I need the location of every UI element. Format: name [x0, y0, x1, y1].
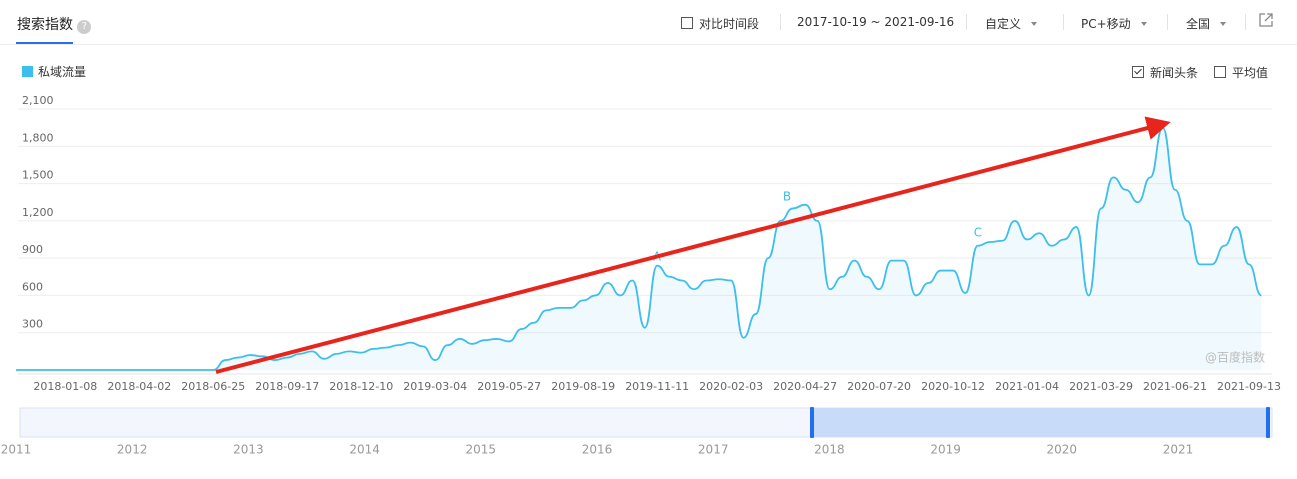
overview-selection	[812, 408, 1268, 437]
average-label: 平均值	[1232, 66, 1269, 80]
overview-year: 2021	[1163, 443, 1194, 457]
x-tick-label: 2019-08-19	[551, 380, 615, 393]
compare-label: 对比时间段	[699, 17, 760, 31]
separator	[1167, 14, 1168, 30]
x-tick-label: 2021-01-04	[995, 380, 1059, 393]
y-tick-label: 1,200	[22, 206, 54, 219]
compare-checkbox[interactable]: 对比时间段	[681, 15, 759, 32]
news-checkbox[interactable]: 新闻头条	[1132, 64, 1198, 81]
x-tick-label: 2018-12-10	[329, 380, 393, 393]
brush-handle	[810, 407, 814, 438]
separator	[1245, 14, 1246, 30]
separator	[780, 14, 781, 30]
overview-year: 2016	[582, 443, 613, 457]
x-tick-label: 2020-02-03	[699, 380, 763, 393]
area	[16, 127, 1262, 371]
tab[interactable]: 搜索指数 ?	[17, 14, 92, 34]
overview-year: 2013	[233, 443, 264, 457]
x-tick-label: 2020-04-27	[773, 380, 837, 393]
x-tick-label: 2019-11-11	[625, 380, 689, 393]
export-icon[interactable]	[1259, 13, 1273, 27]
legend: 私域流量	[22, 63, 86, 80]
overview-year: 2020	[1047, 443, 1078, 457]
divider	[0, 44, 1297, 45]
news-label: 新闻头条	[1150, 66, 1199, 80]
help-icon[interactable]: ?	[77, 20, 92, 34]
watermark: @百度指数	[1205, 350, 1265, 365]
x-tick-label: 2020-10-12	[921, 380, 985, 393]
x-tick-label: 2021-09-13	[1217, 380, 1281, 393]
y-tick-label: 1,800	[22, 131, 54, 144]
overview-year: 2017	[698, 443, 729, 457]
custom-dropdown[interactable]: 自定义	[985, 15, 1038, 32]
y-tick-label: 300	[22, 318, 43, 331]
average-checkbox[interactable]: 平均值	[1214, 64, 1268, 81]
custom-label: 自定义	[985, 17, 1022, 31]
x-tick-label: 2018-04-02	[107, 380, 171, 393]
x-tick-label: 2019-03-04	[403, 380, 467, 393]
tab-underline	[16, 42, 73, 44]
x-tick-label: 2020-07-20	[847, 380, 911, 393]
overview-year: 2019	[930, 443, 961, 457]
y-tick-label: 1,500	[22, 169, 54, 182]
legend-swatch	[22, 66, 33, 77]
y-tick-label: 600	[22, 280, 43, 293]
x-tick-label: 2018-01-08	[33, 380, 97, 393]
device-dropdown[interactable]: PC+移动	[1081, 15, 1147, 32]
region-label: 全国	[1186, 17, 1211, 31]
y-tick-label: 900	[22, 243, 43, 256]
y-tick-label: 2,100	[22, 94, 54, 107]
overview-year: 2015	[466, 443, 497, 457]
annotation: B	[783, 190, 791, 204]
date-range[interactable]: 2017-10-19 ~ 2021-09-16	[797, 15, 955, 29]
x-tick-label: 2021-06-21	[1143, 380, 1207, 393]
x-tick-label: 2021-03-29	[1069, 380, 1133, 393]
device-label: PC+移动	[1081, 17, 1131, 31]
annotation: C	[974, 226, 982, 240]
line	[15, 126, 1262, 371]
overview-year: 2014	[349, 443, 380, 457]
overview-year: 2012	[117, 443, 148, 457]
tab-label: 搜索指数	[17, 17, 73, 33]
trend-arrow	[215, 116, 1171, 374]
x-tick-label: 2019-05-27	[477, 380, 541, 393]
overview-year: 2018	[814, 443, 845, 457]
x-tick-label: 2018-06-25	[181, 380, 245, 393]
x-tick-label: 2018-09-17	[255, 380, 319, 393]
separator	[1063, 14, 1064, 30]
overview-year: 2011	[1, 443, 32, 457]
separator	[966, 14, 967, 30]
region-dropdown[interactable]: 全国	[1186, 15, 1227, 32]
brush-handle	[1266, 407, 1270, 438]
legend-label: 私域流量	[38, 65, 87, 79]
